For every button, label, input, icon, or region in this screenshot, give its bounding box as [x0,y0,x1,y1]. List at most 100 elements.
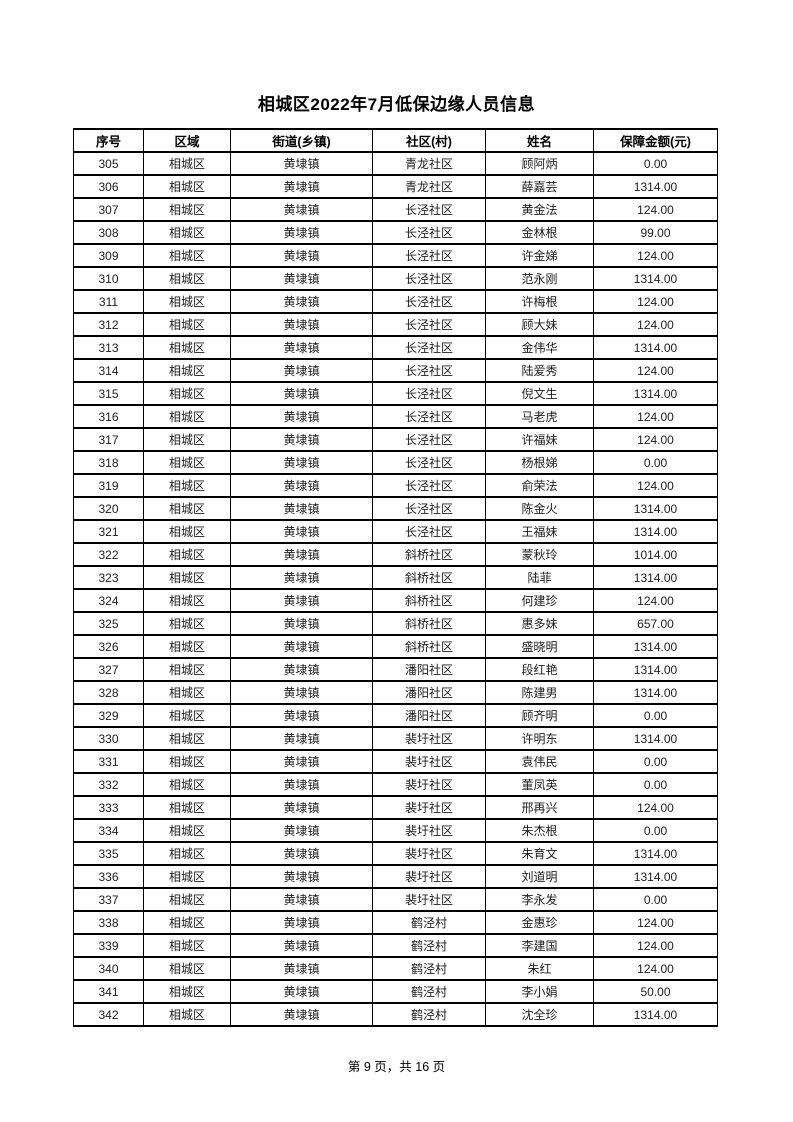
cell-amount: 0.00 [593,703,718,728]
cell-amount: 124.00 [593,427,718,452]
cell-amount: 0.00 [593,749,718,774]
cell-name: 盛晓明 [485,634,594,659]
cell-region: 相城区 [143,197,231,222]
table-row: 312 相城区 黄埭镇 长泾社区 顾大妹 124.00 [73,312,718,337]
cell-town: 黄埭镇 [230,542,373,567]
cell-town: 黄埭镇 [230,956,373,981]
cell-name: 黄金法 [485,197,594,222]
table-row: 331 相城区 黄埭镇 裴圩社区 袁伟民 0.00 [73,749,718,774]
cell-seq: 335 [73,841,144,866]
cell-name: 杨根娣 [485,450,594,475]
cell-region: 相城区 [143,864,231,889]
table-row: 330 相城区 黄埭镇 裴圩社区 许明东 1314.00 [73,726,718,751]
cell-seq: 311 [73,289,144,314]
cell-seq: 339 [73,933,144,958]
table-row: 322 相城区 黄埭镇 斜桥社区 蒙秋玲 1014.00 [73,542,718,567]
cell-community: 斜桥社区 [372,565,486,590]
cell-town: 黄埭镇 [230,933,373,958]
table-row: 337 相城区 黄埭镇 裴圩社区 李永发 0.00 [73,887,718,912]
cell-community: 长泾社区 [372,450,486,475]
cell-name: 李永发 [485,887,594,912]
cell-amount: 124.00 [593,588,718,613]
cell-seq: 322 [73,542,144,567]
cell-name: 何建珍 [485,588,594,613]
cell-community: 斜桥社区 [372,634,486,659]
cell-town: 黄埭镇 [230,657,373,682]
cell-town: 黄埭镇 [230,703,373,728]
cell-community: 长泾社区 [372,289,486,314]
cell-community: 斜桥社区 [372,588,486,613]
table-row: 306 相城区 黄埭镇 青龙社区 薛嘉芸 1314.00 [73,174,718,199]
cell-region: 相城区 [143,841,231,866]
column-header-amount: 保障金额(元) [593,128,718,153]
cell-amount: 1314.00 [593,841,718,866]
cell-seq: 306 [73,174,144,199]
cell-amount: 50.00 [593,979,718,1004]
cell-amount: 1314.00 [593,174,718,199]
cell-name: 陈金火 [485,496,594,521]
cell-community: 鹤泾村 [372,979,486,1004]
table-row: 332 相城区 黄埭镇 裴圩社区 董凤英 0.00 [73,772,718,797]
cell-community: 裴圩社区 [372,795,486,820]
cell-amount: 1314.00 [593,1002,718,1027]
table-row: 308 相城区 黄埭镇 长泾社区 金林根 99.00 [73,220,718,245]
cell-town: 黄埭镇 [230,519,373,544]
cell-seq: 328 [73,680,144,705]
cell-community: 斜桥社区 [372,542,486,567]
cell-town: 黄埭镇 [230,404,373,429]
cell-community: 长泾社区 [372,243,486,268]
cell-town: 黄埭镇 [230,588,373,613]
cell-town: 黄埭镇 [230,887,373,912]
cell-town: 黄埭镇 [230,910,373,935]
cell-town: 黄埭镇 [230,496,373,521]
table-row: 305 相城区 黄埭镇 青龙社区 顾阿炳 0.00 [73,151,718,176]
table-row: 316 相城区 黄埭镇 长泾社区 马老虎 124.00 [73,404,718,429]
cell-town: 黄埭镇 [230,151,373,176]
table-row: 320 相城区 黄埭镇 长泾社区 陈金火 1314.00 [73,496,718,521]
table-header-row: 序号 区域 街道(乡镇) 社区(村) 姓名 保障金额(元) [73,128,718,153]
cell-town: 黄埭镇 [230,312,373,337]
cell-amount: 0.00 [593,818,718,843]
cell-name: 陆爱秀 [485,358,594,383]
cell-community: 长泾社区 [372,496,486,521]
cell-town: 黄埭镇 [230,220,373,245]
table-row: 310 相城区 黄埭镇 长泾社区 范永刚 1314.00 [73,266,718,291]
cell-name: 董凤英 [485,772,594,797]
cell-region: 相城区 [143,542,231,567]
table-row: 324 相城区 黄埭镇 斜桥社区 何建珍 124.00 [73,588,718,613]
cell-name: 陆菲 [485,565,594,590]
cell-region: 相城区 [143,243,231,268]
cell-amount: 1314.00 [593,496,718,521]
table-row: 327 相城区 黄埭镇 潘阳社区 段红艳 1314.00 [73,657,718,682]
cell-region: 相城区 [143,496,231,521]
cell-name: 王福妹 [485,519,594,544]
cell-community: 裴圩社区 [372,887,486,912]
table-row: 307 相城区 黄埭镇 长泾社区 黄金法 124.00 [73,197,718,222]
cell-region: 相城区 [143,703,231,728]
cell-seq: 337 [73,887,144,912]
page-title: 相城区2022年7月低保边缘人员信息 [257,95,536,114]
table-row: 342 相城区 黄埭镇 鹤泾村 沈全珍 1314.00 [73,1002,718,1027]
cell-community: 青龙社区 [372,174,486,199]
cell-town: 黄埭镇 [230,795,373,820]
cell-name: 顾阿炳 [485,151,594,176]
cell-community: 长泾社区 [372,358,486,383]
cell-amount: 1314.00 [593,634,718,659]
cell-seq: 305 [73,151,144,176]
cell-name: 李小娟 [485,979,594,1004]
cell-seq: 333 [73,795,144,820]
cell-community: 长泾社区 [372,335,486,360]
cell-name: 袁伟民 [485,749,594,774]
cell-region: 相城区 [143,956,231,981]
cell-town: 黄埭镇 [230,611,373,636]
cell-seq: 323 [73,565,144,590]
cell-amount: 1314.00 [593,680,718,705]
table-row: 339 相城区 黄埭镇 鹤泾村 李建国 124.00 [73,933,718,958]
cell-town: 黄埭镇 [230,634,373,659]
cell-region: 相城区 [143,933,231,958]
cell-name: 沈全珍 [485,1002,594,1027]
cell-region: 相城区 [143,726,231,751]
column-header-community: 社区(村) [372,128,486,153]
cell-name: 惠多妹 [485,611,594,636]
table-row: 313 相城区 黄埭镇 长泾社区 金伟华 1314.00 [73,335,718,360]
